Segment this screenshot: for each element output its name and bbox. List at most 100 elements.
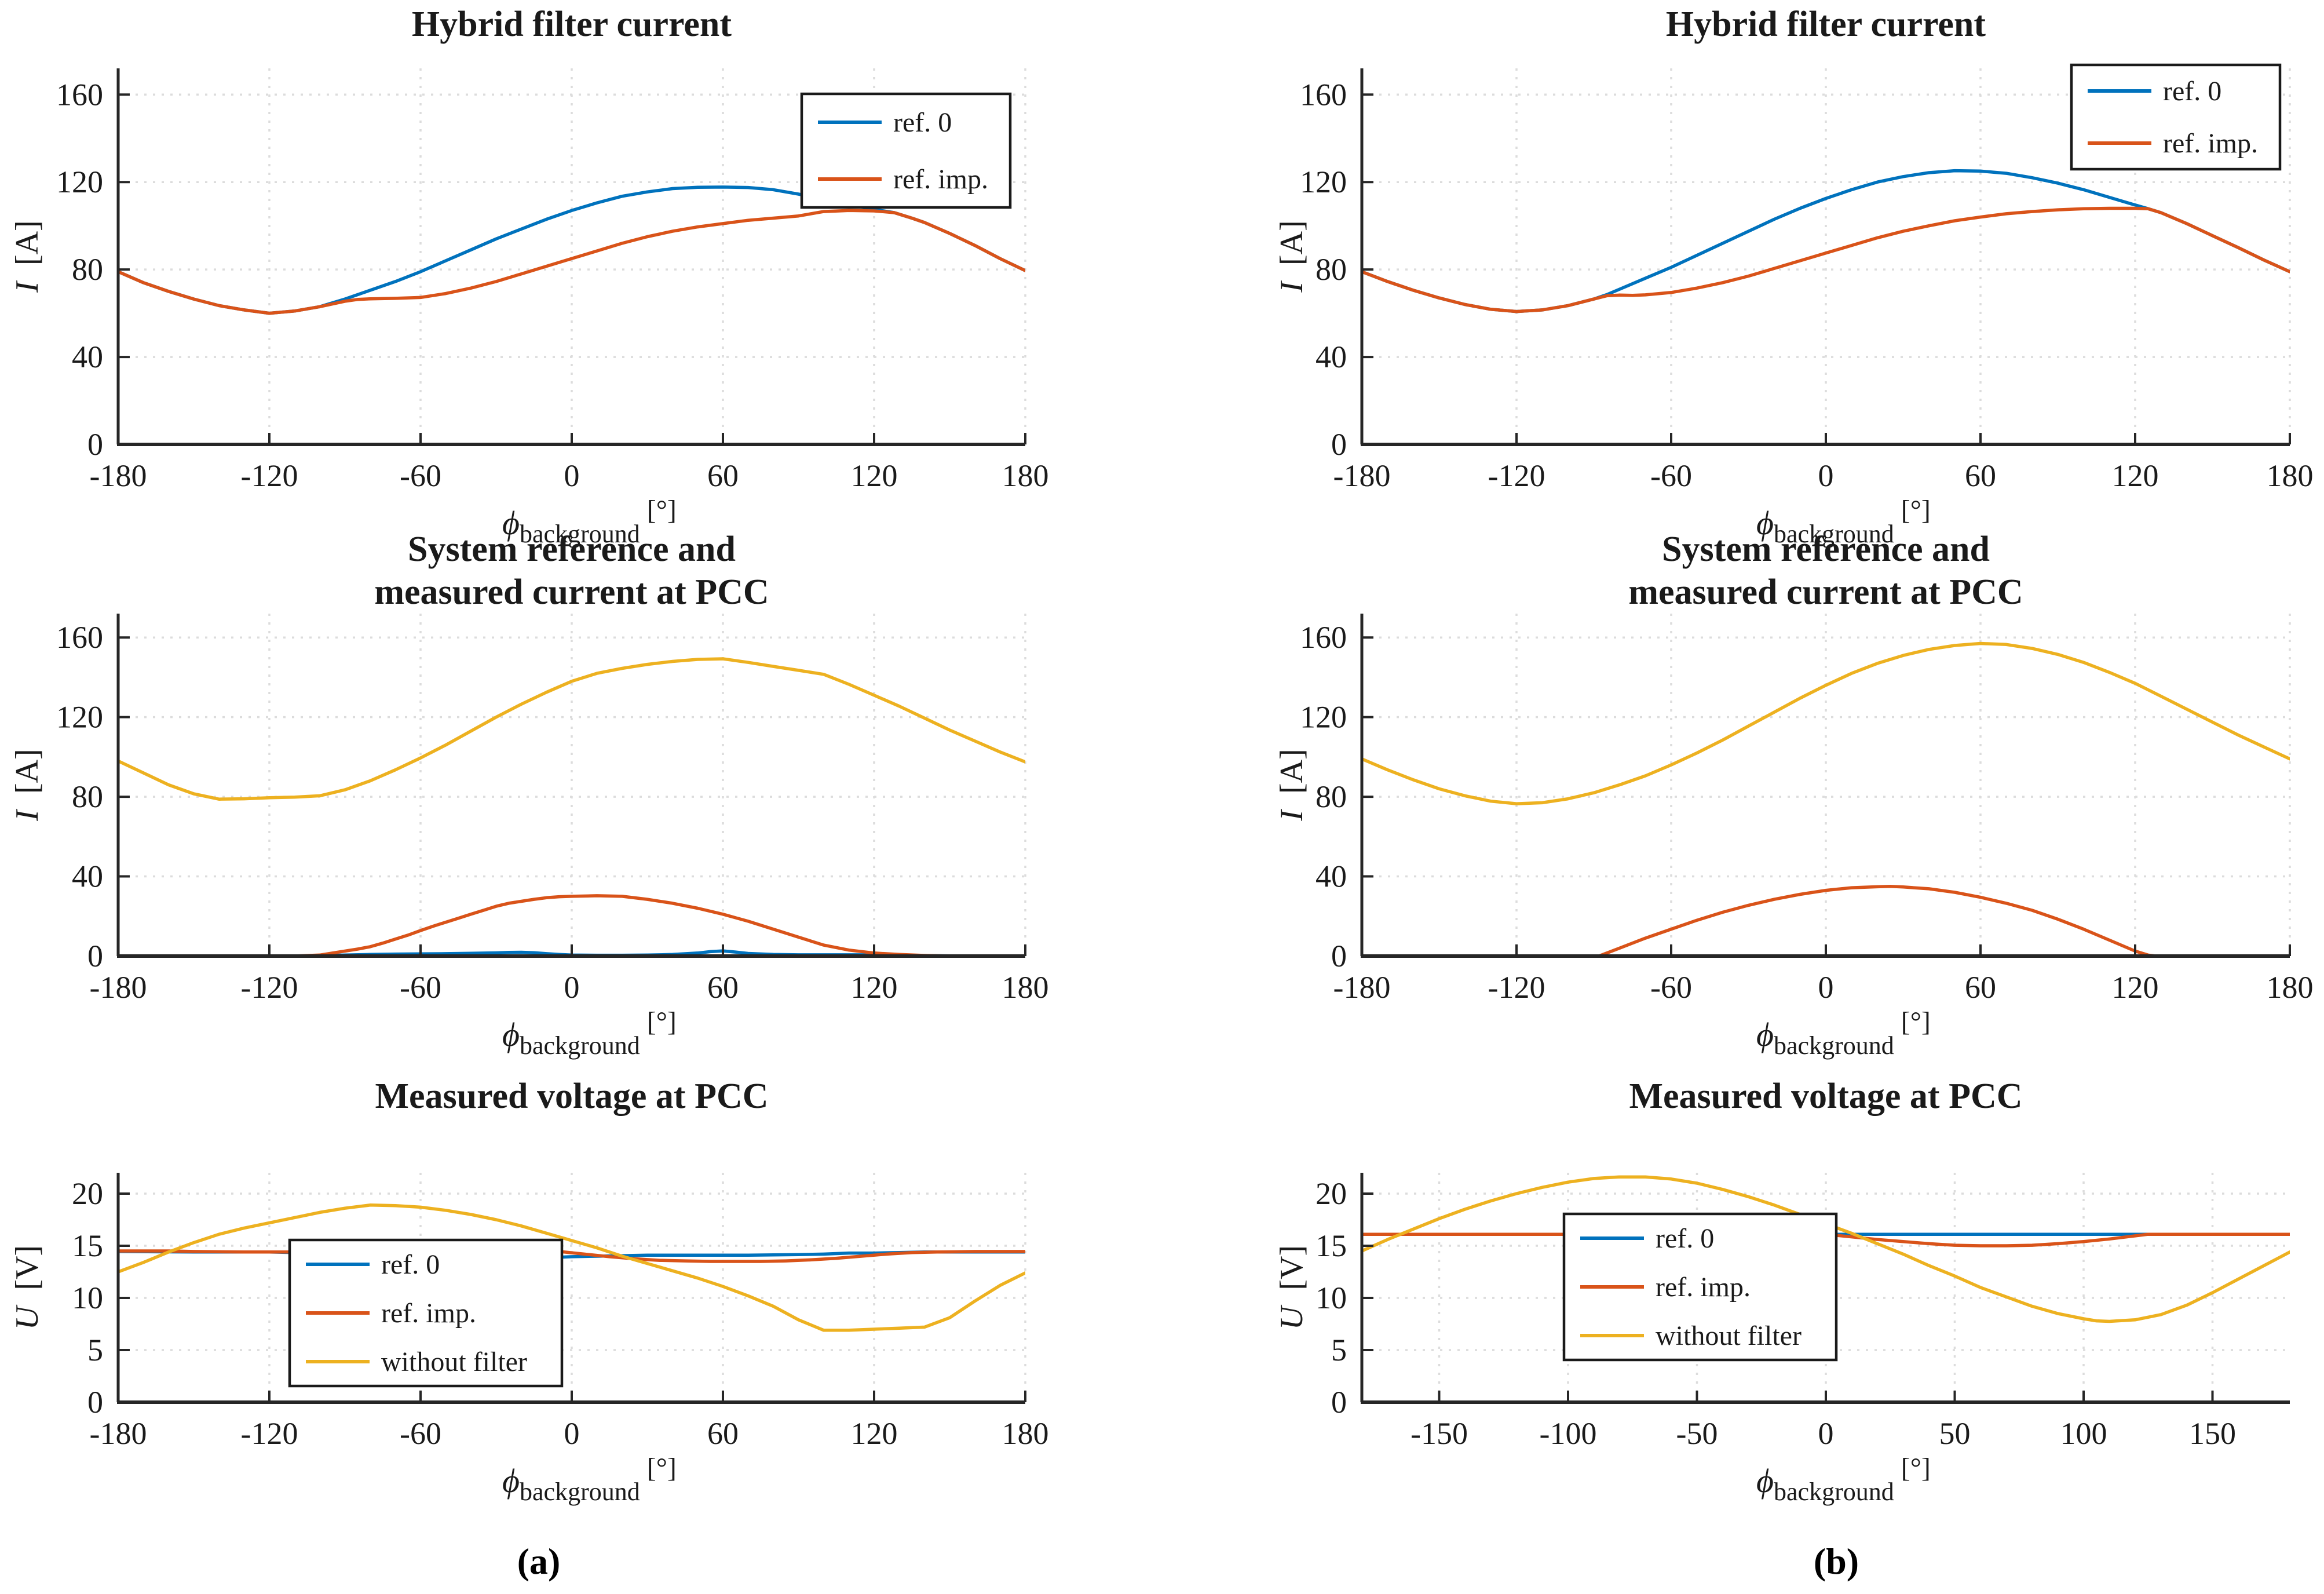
y-tick-label: 40	[72, 340, 103, 374]
y-tick-label: 40	[1316, 859, 1347, 894]
y-axis-label: U [V]	[9, 1245, 45, 1330]
legend-item: ref. 0	[306, 1249, 440, 1280]
x-tick-label: 180	[1002, 1416, 1049, 1451]
panel-label-b: (b)	[1813, 1541, 1859, 1582]
y-axis-label: I [A]	[1274, 220, 1310, 293]
x-axis-label: ϕbackground [°]	[502, 1006, 677, 1060]
x-tick-label: 60	[707, 970, 739, 1005]
chart-title: measured current at PCC	[374, 572, 769, 612]
y-tick-label: 0	[1331, 427, 1347, 462]
x-axis-label: ϕbackground [°]	[502, 1453, 677, 1506]
series-orange	[1362, 884, 2290, 956]
y-tick-label: 80	[72, 252, 103, 287]
x-tick-label: 0	[1818, 1416, 1834, 1451]
series-yellow	[1362, 1175, 2290, 1323]
y-tick-label: 15	[72, 1228, 103, 1263]
series-yellow	[118, 1203, 1025, 1332]
chart-title: System reference and	[1662, 530, 1990, 569]
y-tick-label: 10	[72, 1281, 103, 1315]
y-tick-label: 15	[1316, 1228, 1347, 1263]
y-tick-label: 0	[87, 1385, 103, 1420]
y-tick-label: 160	[56, 77, 103, 112]
legend-item-label: ref. 0	[381, 1249, 440, 1280]
y-tick-label: 20	[72, 1176, 103, 1211]
series-orange	[118, 1243, 1025, 1263]
legend-item-label: ref. imp.	[381, 1298, 476, 1329]
chart-title: System reference and	[408, 530, 736, 569]
chart-title: Hybrid filter current	[1666, 5, 1986, 44]
series-yellow	[118, 657, 1025, 801]
y-tick-label: 0	[1331, 939, 1347, 973]
x-tick-label: 0	[1818, 458, 1834, 493]
x-axis-label: ϕbackground [°]	[1756, 495, 1931, 548]
legend-item: ref. imp.	[2088, 128, 2258, 159]
chart-title: measured current at PCC	[1628, 572, 2023, 612]
y-tick-label: 0	[1331, 1385, 1347, 1420]
legend-item: ref. 0	[1580, 1223, 1714, 1254]
chart-b-measured-voltage: Measured voltage at PCC-150 -100 -50 0 50 100…	[1274, 1077, 2290, 1506]
x-tick-label: -180	[1333, 970, 1391, 1005]
chart-a-hybrid-filter-current: Hybrid filter current -180 -120 -60 0 60 120 18…	[9, 5, 1049, 548]
legend-item-label: without filter	[1656, 1321, 1802, 1351]
x-tick-label: 60	[1965, 458, 1996, 493]
y-axis-label: I [A]	[1274, 749, 1310, 821]
x-tick-label: 50	[1939, 1416, 1971, 1451]
legend-item-label: ref. 0	[893, 107, 952, 138]
legend-item: without filter	[306, 1347, 527, 1377]
panel-label-a: (a)	[517, 1541, 561, 1582]
x-tick-label: -60	[400, 1416, 441, 1451]
x-tick-label: -50	[1676, 1416, 1718, 1451]
y-axis-label: I [A]	[9, 220, 45, 293]
y-tick-label: 160	[1300, 620, 1347, 655]
y-tick-label: 10	[1316, 1281, 1347, 1315]
series-orange	[118, 894, 1025, 956]
chart-b-hybrid-filter-current: Hybrid filter current -180 -120 -60 0 60 120 18…	[1274, 5, 2314, 548]
legend-item-label: ref. imp.	[1656, 1272, 1751, 1303]
x-tick-label: 180	[2267, 970, 2314, 1005]
x-tick-label: 120	[851, 1416, 898, 1451]
x-tick-label: -180	[1333, 458, 1391, 493]
x-tick-label: -120	[241, 458, 298, 493]
x-tick-label: 180	[1002, 458, 1049, 493]
x-tick-label: 120	[2112, 970, 2159, 1005]
legend-background	[800, 92, 1012, 209]
x-tick-label: -120	[1488, 458, 1545, 493]
y-tick-label: 80	[1316, 252, 1347, 287]
y-axis-label: I [A]	[9, 749, 45, 821]
x-tick-label: -150	[1411, 1416, 1468, 1451]
y-tick-label: 120	[1300, 700, 1347, 735]
x-tick-label: -60	[1650, 458, 1692, 493]
series-group	[1362, 641, 2290, 956]
legend-box: ref. 0 ref. imp. without filter	[1562, 1212, 1838, 1362]
legend-item: ref. 0	[2088, 76, 2221, 107]
x-tick-label: -60	[1650, 970, 1692, 1005]
y-tick-label: 80	[72, 779, 103, 814]
chart-title: Hybrid filter current	[412, 5, 732, 44]
legend-item: ref. imp.	[306, 1298, 476, 1329]
x-tick-label: 120	[851, 458, 898, 493]
x-tick-label: -120	[241, 970, 298, 1005]
x-tick-label: 60	[1965, 970, 1996, 1005]
x-tick-label: 100	[2060, 1416, 2107, 1451]
y-tick-label: 120	[56, 165, 103, 199]
x-tick-label: 0	[564, 970, 580, 1005]
legend-box: ref. 0 ref. imp.	[800, 92, 1012, 209]
y-axis-label: U [V]	[1274, 1245, 1310, 1330]
chart-title: Measured voltage at PCC	[1629, 1077, 2022, 1116]
y-tick-label: 40	[72, 859, 103, 894]
x-tick-label: 120	[851, 970, 898, 1005]
legend-item-label: ref. imp.	[893, 164, 988, 195]
y-tick-label: 5	[1331, 1333, 1347, 1367]
x-tick-label: -60	[400, 458, 441, 493]
x-tick-label: 0	[564, 1416, 580, 1451]
legend-item-label: ref. 0	[1656, 1223, 1714, 1254]
legend-box: ref. 0 ref. imp.	[2070, 63, 2282, 171]
chart-title: Measured voltage at PCC	[375, 1077, 768, 1116]
series-group	[118, 185, 1025, 315]
legend-item: ref. imp.	[1580, 1272, 1751, 1303]
legend-item: without filter	[1580, 1321, 1802, 1351]
x-tick-label: 180	[2267, 458, 2314, 493]
y-tick-label: 0	[87, 939, 103, 973]
